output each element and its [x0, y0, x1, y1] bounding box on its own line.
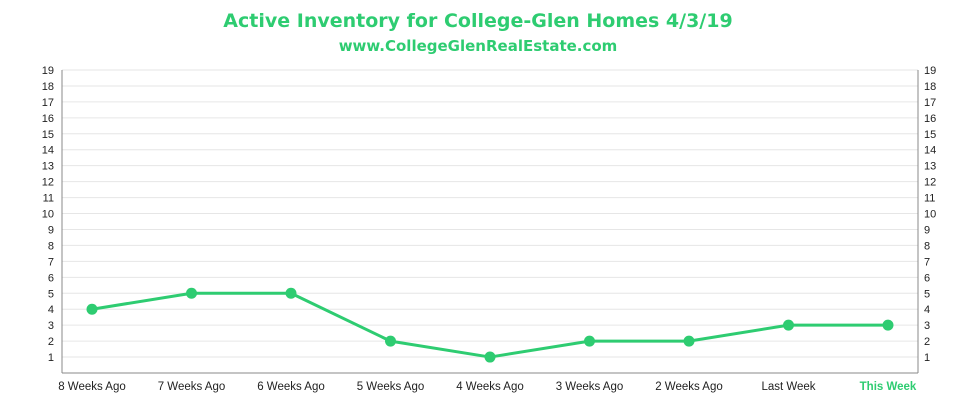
y-tick-left-10: 10	[42, 209, 54, 221]
data-point	[186, 287, 197, 299]
x-axis-ticks: 8 Weeks Ago 7 Weeks Ago 6 Weeks Ago 5 Weeks…	[58, 381, 917, 393]
data-point	[584, 335, 595, 347]
x-tick-label: 6 Weeks Ago	[257, 381, 325, 393]
y-tick-right-14: 14	[924, 145, 936, 157]
chart-title: Active Inventory for College-Glen Homes …	[223, 10, 732, 32]
y-tick-left-16: 16	[42, 113, 54, 125]
y-tick-left-15: 15	[42, 129, 54, 141]
y-tick-right-6: 6	[924, 272, 930, 284]
y-tick-right-9: 9	[924, 224, 930, 236]
y-tick-left-12: 12	[42, 177, 54, 189]
x-tick-label: 8 Weeks Ago	[58, 381, 126, 393]
axes	[61, 70, 919, 374]
y-tick-right-11: 11	[924, 193, 935, 205]
y-tick-left-7: 7	[48, 256, 54, 268]
y-tick-left-18: 18	[42, 81, 54, 93]
y-tick-right-10: 10	[924, 209, 936, 221]
y-tick-left-17: 17	[42, 97, 54, 109]
y-tick-left-6: 6	[48, 272, 54, 284]
x-tick-label: 2 Weeks Ago	[655, 381, 723, 393]
y-tick-right-5: 5	[924, 288, 930, 300]
series-inventory	[86, 287, 894, 363]
y-tick-right-18: 18	[924, 81, 936, 93]
y-tick-right-3: 3	[924, 320, 930, 332]
data-point	[285, 287, 297, 299]
x-tick-label: 4 Weeks Ago	[456, 381, 524, 393]
y-tick-right-2: 2	[924, 336, 930, 348]
y-tick-right-15: 15	[924, 129, 936, 141]
gridlines	[62, 69, 918, 358]
data-point	[484, 351, 496, 363]
y-tick-left-14: 14	[42, 145, 54, 157]
y-tick-left-2: 2	[48, 336, 54, 348]
x-tick-label: 3 Weeks Ago	[556, 381, 624, 393]
chart-subtitle: www.CollegeGlenRealEstate.com	[339, 37, 618, 55]
y-tick-left-11: 11	[43, 193, 54, 205]
data-point	[385, 335, 396, 347]
y-tick-right-12: 12	[924, 177, 936, 189]
y-tick-right-4: 4	[924, 304, 930, 316]
y-tick-right-7: 7	[924, 256, 930, 268]
x-tick-label: 7 Weeks Ago	[158, 381, 226, 393]
y-tick-left-5: 5	[48, 288, 54, 300]
y-tick-left-1: 1	[48, 352, 54, 364]
y-tick-right-19: 19	[924, 65, 936, 77]
x-tick-label: Last Week	[761, 381, 815, 393]
y-tick-left-8: 8	[48, 240, 54, 252]
data-point	[882, 319, 894, 331]
y-tick-left-9: 9	[48, 224, 54, 236]
y-tick-left-13: 13	[42, 161, 54, 173]
y-tick-left-3: 3	[48, 320, 54, 332]
data-point	[783, 319, 794, 331]
y-tick-left-19: 19	[42, 65, 54, 77]
x-tick-label: 5 Weeks Ago	[357, 381, 425, 393]
y-tick-right-16: 16	[924, 113, 936, 125]
y-tick-right-8: 8	[924, 240, 930, 252]
x-tick-label: This Week	[860, 381, 917, 393]
y-tick-right-17: 17	[924, 97, 936, 109]
y-tick-right-1: 1	[924, 352, 930, 364]
y-tick-left-4: 4	[48, 304, 54, 316]
data-point	[683, 335, 695, 347]
data-point	[86, 303, 98, 315]
y-tick-right-13: 13	[924, 161, 936, 173]
